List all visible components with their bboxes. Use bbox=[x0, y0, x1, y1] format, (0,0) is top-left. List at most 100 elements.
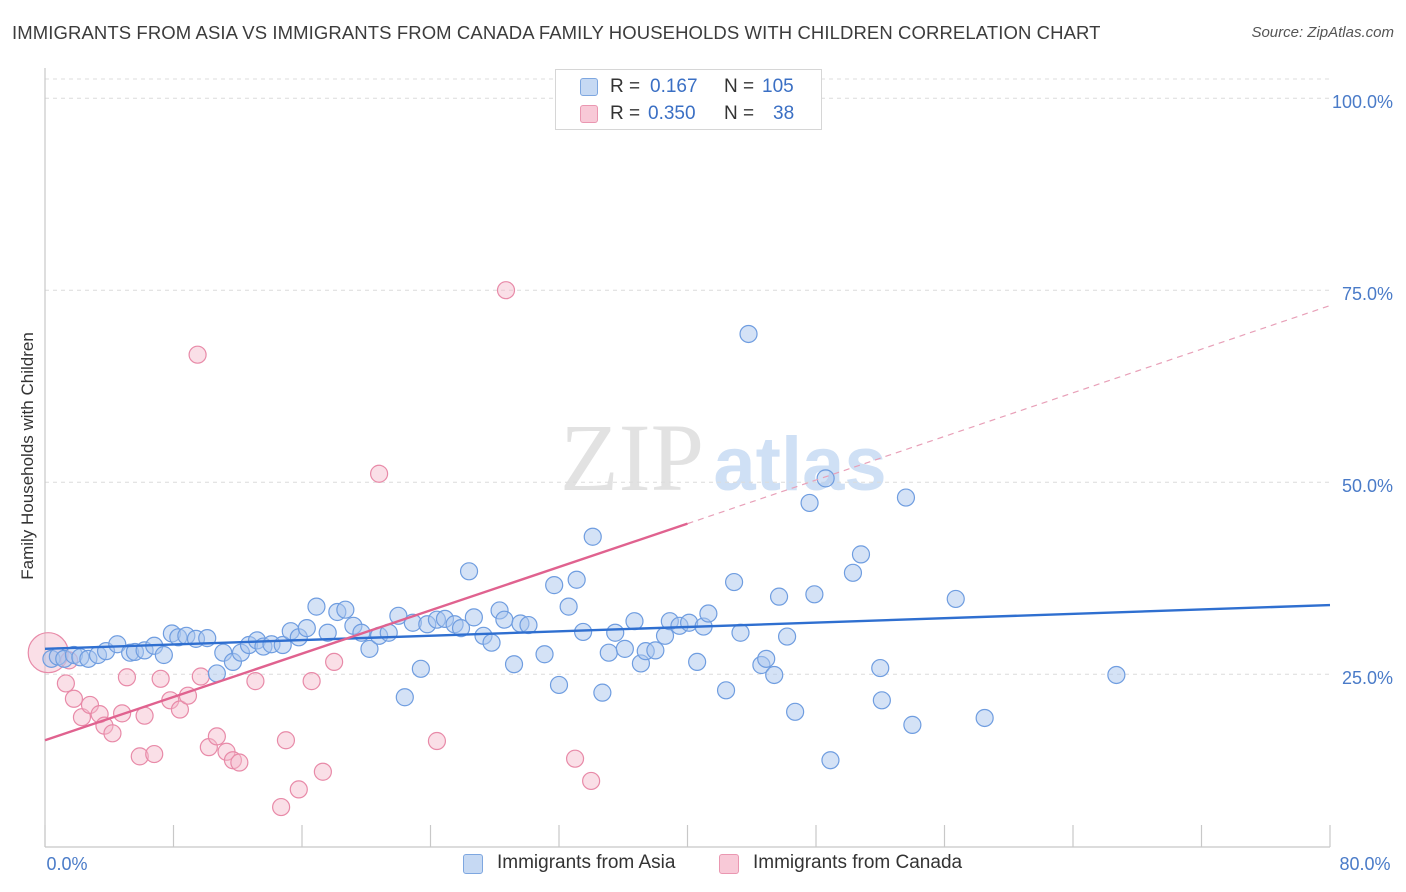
asia-point bbox=[545, 576, 564, 595]
legend-canada-r-value: 0.350 bbox=[648, 103, 696, 124]
asia-point bbox=[625, 612, 644, 631]
asia-point bbox=[599, 643, 618, 662]
watermark: ZIP atlas bbox=[560, 404, 887, 511]
canada-point bbox=[276, 731, 296, 750]
asia-point bbox=[716, 681, 736, 700]
asia-point bbox=[805, 585, 824, 604]
canada-point bbox=[117, 668, 137, 687]
grid bbox=[45, 78, 1330, 675]
asia-point bbox=[946, 589, 965, 609]
asia-point bbox=[567, 570, 586, 589]
asia-point bbox=[688, 652, 707, 672]
canada-point bbox=[188, 345, 207, 364]
canada-point bbox=[103, 724, 122, 743]
asia-point bbox=[975, 708, 994, 728]
canada-points bbox=[27, 89, 601, 817]
canada-point bbox=[170, 700, 190, 719]
legend-asia-n-label: N = bbox=[724, 76, 755, 97]
x-tick-label-1: 80.0% bbox=[1339, 854, 1390, 874]
asia-point bbox=[800, 493, 819, 513]
canada-point bbox=[272, 797, 291, 817]
canada-point bbox=[207, 727, 226, 746]
asia-point bbox=[739, 324, 758, 344]
asia-point bbox=[297, 619, 316, 638]
canada-point bbox=[64, 689, 84, 708]
y-tick-label-2: 75.0% bbox=[1342, 284, 1393, 304]
x-tick-label-0: 0.0% bbox=[46, 854, 87, 874]
asia-point bbox=[765, 665, 784, 685]
legend-label-canada: Immigrants from Canada bbox=[753, 852, 963, 873]
asia-point bbox=[411, 659, 430, 678]
asia-point bbox=[154, 645, 173, 665]
canada-point bbox=[145, 744, 164, 764]
y-axis-label: Family Households with Children bbox=[18, 332, 37, 580]
asia-point bbox=[896, 488, 916, 507]
asia-point bbox=[108, 635, 127, 654]
legend-asia-r-value: 0.167 bbox=[650, 76, 698, 97]
asia-point bbox=[495, 610, 514, 629]
asia-point bbox=[903, 715, 922, 734]
canada-point bbox=[151, 669, 170, 688]
legend-swatch-asia-bottom bbox=[463, 854, 483, 874]
canada-point bbox=[302, 672, 321, 691]
asia-point bbox=[724, 572, 744, 592]
asia-point bbox=[459, 562, 479, 581]
asia-point bbox=[451, 619, 471, 638]
asia-point bbox=[336, 600, 355, 619]
legend-label-asia: Immigrants from Asia bbox=[497, 852, 676, 873]
asia-point bbox=[731, 623, 750, 642]
asia-point bbox=[360, 639, 379, 658]
watermark-zip: ZIP bbox=[560, 404, 704, 511]
asia-point bbox=[504, 655, 524, 674]
asia-point bbox=[872, 691, 891, 710]
asia-point bbox=[573, 622, 593, 642]
asia-points bbox=[42, 324, 1126, 770]
asia-point bbox=[559, 597, 578, 616]
asia-point bbox=[851, 545, 871, 564]
asia-point bbox=[816, 469, 835, 488]
legend-asia-n-value: 105 bbox=[762, 76, 794, 97]
legend-canada-n-value: 38 bbox=[773, 103, 795, 124]
stats-legend: R = 0.167 N = 105 R = 0.350 N = 38 bbox=[555, 69, 822, 130]
asia-point bbox=[593, 683, 612, 702]
asia-point bbox=[786, 702, 805, 721]
y-tick-label-0: 25.0% bbox=[1342, 668, 1393, 688]
asia-point bbox=[1107, 665, 1126, 685]
asia-point bbox=[395, 688, 414, 707]
asia-point bbox=[583, 527, 602, 546]
trend-lines bbox=[44, 304, 1331, 742]
legend-canada-n-label: N = bbox=[724, 103, 755, 124]
canada-point bbox=[246, 672, 265, 691]
asia-point bbox=[307, 597, 326, 616]
asia-point bbox=[615, 639, 634, 658]
legend-asia-r-label: R = bbox=[610, 76, 641, 97]
tick-labels: 25.0% 50.0% 75.0% 100.0% 0.0% 80.0% bbox=[46, 92, 1393, 874]
asia-point bbox=[464, 608, 483, 627]
axes bbox=[44, 68, 1331, 848]
asia-point bbox=[843, 563, 863, 582]
asia-point bbox=[606, 623, 625, 642]
legend-swatch-asia bbox=[580, 78, 598, 96]
asia-point bbox=[318, 623, 337, 642]
legend-swatch-canada-bottom bbox=[719, 854, 739, 874]
canada-point bbox=[496, 281, 516, 300]
canada-point bbox=[80, 695, 100, 715]
canada-point bbox=[130, 747, 149, 766]
legend-swatch-canada bbox=[580, 105, 598, 123]
y-tick-label-1: 50.0% bbox=[1342, 476, 1393, 496]
y-tick-label-3: 100.0% bbox=[1332, 92, 1393, 112]
asia-point bbox=[535, 645, 554, 664]
asia-point bbox=[646, 641, 665, 660]
legend-canada-r-label: R = bbox=[610, 103, 641, 124]
chart-source: Source: ZipAtlas.com bbox=[1251, 24, 1394, 41]
asia-point bbox=[699, 604, 718, 623]
asia-point bbox=[757, 649, 776, 668]
canada-trend-extension bbox=[687, 304, 1331, 525]
canada-point bbox=[313, 762, 332, 781]
canada-point bbox=[191, 667, 210, 686]
asia-point bbox=[549, 675, 569, 695]
canada-point bbox=[56, 674, 75, 693]
asia-point bbox=[482, 633, 501, 652]
canada-point bbox=[289, 780, 308, 799]
